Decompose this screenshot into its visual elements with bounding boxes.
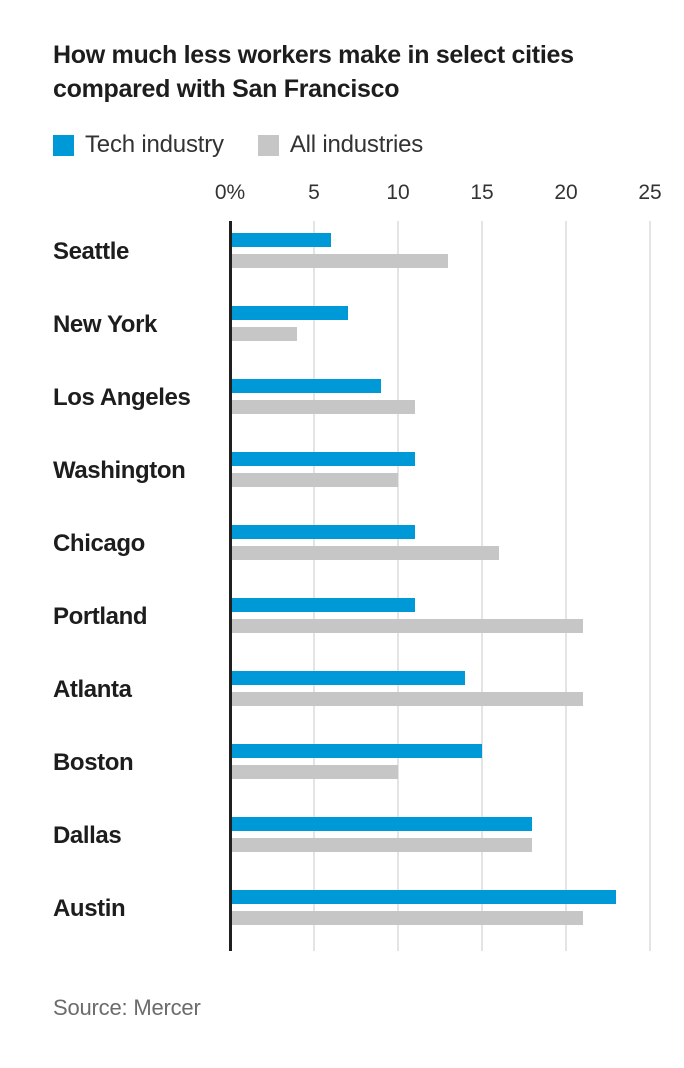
category-label-dallas: Dallas [53, 822, 122, 849]
bar-tech-washington [230, 452, 415, 466]
chart-row-austin: Austin [53, 878, 684, 951]
bar-all-atlanta [230, 692, 583, 706]
source-note: Source: Mercer [53, 995, 201, 1020]
chart-row-los-angeles: Los Angeles [53, 367, 684, 440]
bar-all-seattle [230, 254, 449, 268]
chart-row-seattle: Seattle [53, 221, 684, 294]
bar-group-portland [230, 586, 674, 659]
plot-area: Seattle New York Los Angeles Washington Chic… [53, 221, 684, 951]
category-label-new-york: New York [53, 311, 157, 338]
bar-group-los-angeles [230, 367, 674, 440]
category-label-boston: Boston [53, 749, 134, 776]
gridlines [229, 221, 674, 951]
bar-group-washington [230, 440, 674, 513]
all-industries-swatch-icon [257, 134, 279, 156]
chart-row-dallas: Dallas [53, 805, 684, 878]
legend-item-tech-industry: Tech industry [53, 131, 224, 159]
chart-title: How much less workers make in select cit… [53, 38, 684, 106]
bar-group-chicago [230, 513, 674, 586]
bar-all-chicago [230, 546, 499, 560]
gridline [565, 221, 567, 951]
x-tick-label: 0% [214, 181, 246, 204]
bar-all-dallas [230, 838, 533, 852]
bar-tech-boston [230, 744, 482, 758]
bar-all-new-york [230, 327, 298, 341]
gridline [649, 221, 651, 951]
category-label-atlanta: Atlanta [53, 676, 132, 703]
chart-rows: Seattle New York Los Angeles Washington Chic… [53, 221, 684, 951]
bar-group-boston [230, 732, 674, 805]
chart-row-boston: Boston [53, 732, 684, 805]
category-label-chicago: Chicago [53, 530, 145, 557]
bar-tech-seattle [230, 233, 331, 247]
bar-all-austin [230, 911, 583, 925]
bar-group-austin [230, 878, 674, 951]
bar-all-washington [230, 473, 398, 487]
bar-tech-new-york [230, 306, 348, 320]
category-label-portland: Portland [53, 603, 148, 630]
chart-row-new-york: New York [53, 294, 684, 367]
bar-tech-atlanta [230, 671, 466, 685]
bar-all-portland [230, 619, 583, 633]
x-tick-label: 5 [308, 181, 320, 204]
chart-title-line1: How much less workers make in select cit… [53, 41, 574, 69]
category-label-seattle: Seattle [53, 238, 129, 265]
legend-item-all-industries: All industries [257, 131, 424, 159]
bar-tech-portland [230, 598, 415, 612]
category-label-washington: Washington [53, 457, 186, 484]
bar-tech-dallas [230, 817, 533, 831]
x-tick-label: 25 [638, 181, 662, 204]
bar-tech-austin [230, 890, 617, 904]
gridline [313, 221, 315, 951]
legend: Tech industry All industries [53, 131, 684, 159]
x-tick-label: 10 [386, 181, 410, 204]
bar-group-dallas [230, 805, 674, 878]
bar-tech-chicago [230, 525, 415, 539]
chart-row-portland: Portland [53, 586, 684, 659]
legend-label-tech-industry: Tech industry [85, 131, 224, 158]
bar-chart: 0% 5 10 15 20 25 Seattle New York Los Angeles Wa… [53, 179, 684, 951]
category-label-austin: Austin [53, 895, 126, 922]
tech-industry-swatch-icon [53, 134, 74, 156]
bar-group-seattle [230, 221, 674, 294]
x-tick-label: 15 [470, 181, 494, 204]
bar-group-new-york [230, 294, 674, 367]
chart-row-atlanta: Atlanta [53, 659, 684, 732]
gridline [397, 221, 399, 951]
bar-tech-los-angeles [230, 379, 382, 393]
gridline [481, 221, 483, 951]
bar-all-boston [230, 765, 398, 779]
x-axis-ticks: 0% 5 10 15 20 25 [215, 179, 674, 205]
chart-title-line2: compared with San Francisco [53, 75, 400, 103]
chart-row-chicago: Chicago [53, 513, 684, 586]
legend-label-all-industries: All industries [289, 131, 424, 158]
chart-row-washington: Washington [53, 440, 684, 513]
category-label-los-angeles: Los Angeles [53, 384, 191, 411]
x-tick-label: 20 [554, 181, 578, 204]
y-axis-line [229, 221, 232, 951]
bar-all-los-angeles [230, 400, 415, 414]
bar-group-atlanta [230, 659, 674, 732]
